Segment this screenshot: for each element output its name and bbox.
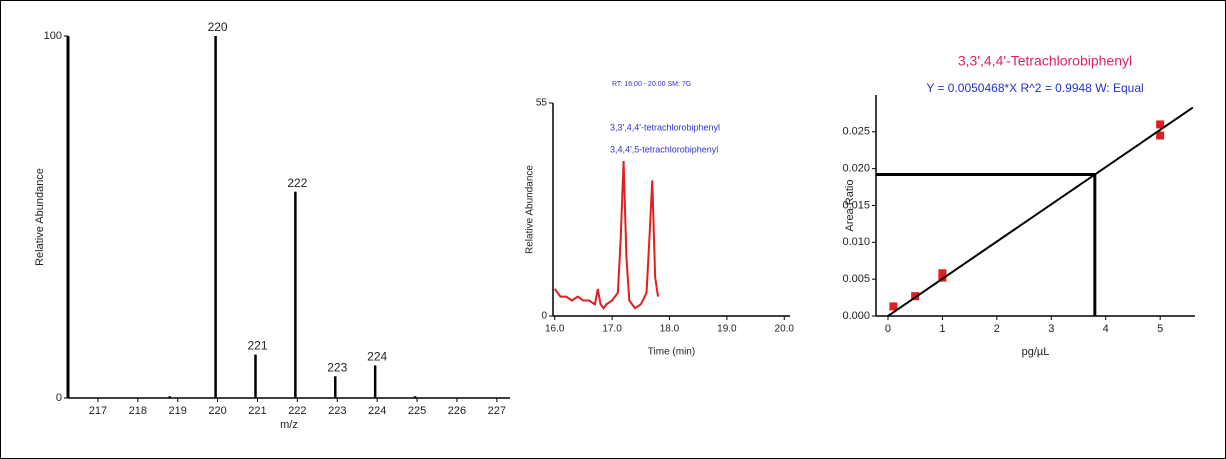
y-tick-label: 0 (56, 392, 62, 404)
point (1156, 131, 1165, 140)
x-axis-label: Time (min) (648, 347, 695, 358)
x-axis-label: pg/µL (1022, 346, 1050, 358)
x-tick-label: 221 (248, 405, 266, 417)
x-tick-label: 224 (368, 405, 386, 417)
peak-label: 222 (287, 176, 307, 190)
peak-label: 223 (327, 360, 347, 374)
x-tick-label: 19.0 (717, 324, 737, 335)
y-tick-label: 0.025 (842, 126, 870, 138)
point (1156, 120, 1165, 129)
y-tick-label: 55 (536, 98, 548, 109)
chart-title: 3,3',4,4'-Tetrachlorobiphenyl (958, 53, 1132, 69)
y-tick-label: 0 (541, 311, 547, 322)
x-tick-label: 222 (288, 405, 306, 417)
x-tick-label: 1 (939, 323, 945, 335)
x-tick-label: 225 (408, 405, 426, 417)
y-axis-label: Area Ratio (844, 180, 856, 232)
x-tick-label: 0 (885, 323, 891, 335)
x-tick-label: 226 (448, 405, 466, 417)
y-tick-label: 0.015 (842, 199, 870, 211)
x-tick-label: 217 (89, 405, 107, 417)
x-tick-label: 17.0 (602, 324, 622, 335)
y-tick-label: 0.020 (842, 163, 870, 175)
x-tick-label: 4 (1103, 323, 1109, 335)
y-tick-label: 0.000 (842, 310, 870, 322)
peak-label: 220 (208, 20, 228, 34)
line (553, 161, 660, 310)
line (887, 106, 1194, 317)
y-tick-label: 0.010 (842, 236, 870, 248)
chart-title: RT: 16.00 - 20.00 SM: 7G (612, 81, 691, 88)
x-tick-label: 3 (1048, 323, 1054, 335)
peak-label: 221 (247, 339, 267, 353)
annotation: 3,3',4,4'-tetrachlorobiphenyl (610, 122, 720, 132)
x-tick-label: 220 (208, 405, 226, 417)
annotation: 3,4,4',5-tetrachlorobiphenyl (610, 144, 718, 154)
x-tick-label: 219 (169, 405, 187, 417)
y-tick-label: 100 (44, 30, 62, 42)
x-axis-label: m/z (280, 419, 298, 431)
y-axis-label: Relative Abundance (34, 168, 46, 266)
x-tick-label: 218 (129, 405, 147, 417)
x-tick-label: 18.0 (660, 324, 680, 335)
x-tick-label: 5 (1157, 323, 1163, 335)
y-axis-label: Relative Abundance (525, 165, 536, 254)
x-tick-label: 2 (994, 323, 1000, 335)
peak-label: 224 (367, 350, 387, 364)
x-tick-label: 16.0 (545, 324, 565, 335)
point (938, 269, 947, 278)
x-tick-label: 20.0 (775, 324, 795, 335)
point (889, 302, 898, 311)
chart-subtitle: Y = 0.0050468*X R^2 = 0.9948 W: Equal (926, 81, 1143, 95)
x-tick-label: 223 (328, 405, 346, 417)
point (911, 292, 920, 301)
y-tick-label: 0.005 (842, 273, 870, 285)
x-tick-label: 227 (488, 405, 506, 417)
